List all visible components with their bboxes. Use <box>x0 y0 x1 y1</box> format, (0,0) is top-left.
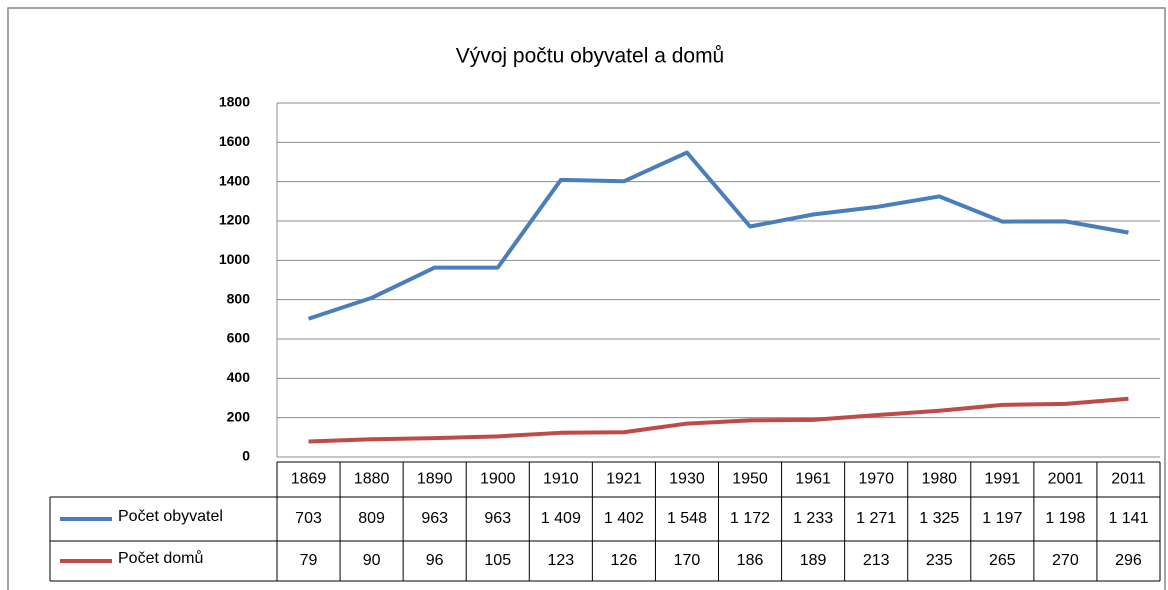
table-value: 170 <box>674 552 701 569</box>
y-tick-label: 1800 <box>219 94 250 110</box>
x-tick-label: 1910 <box>543 471 579 488</box>
x-tick-label: 1991 <box>985 471 1021 488</box>
table-value: 703 <box>295 510 322 527</box>
table-value: 235 <box>926 552 953 569</box>
y-tick-label: 1600 <box>219 133 250 149</box>
y-tick-label: 1200 <box>219 212 250 228</box>
table-value: 96 <box>426 552 444 569</box>
x-tick-label: 2001 <box>1048 471 1084 488</box>
series-line <box>307 150 1129 321</box>
table-value: 963 <box>484 510 511 527</box>
table-value: 189 <box>800 552 827 569</box>
x-tick-label: 1921 <box>606 471 642 488</box>
legend-label: Počet obyvatel <box>118 508 223 525</box>
y-tick-label: 600 <box>227 330 251 346</box>
table-value: 105 <box>484 552 511 569</box>
y-tick-label: 0 <box>242 448 250 464</box>
x-tick-label: 1890 <box>417 471 453 488</box>
x-tick-label: 1950 <box>732 471 768 488</box>
y-tick-label: 200 <box>227 408 251 424</box>
table-value: 1 271 <box>856 510 896 527</box>
x-tick-label: 1900 <box>480 471 516 488</box>
y-tick-label: 800 <box>227 290 251 306</box>
y-tick-label: 1000 <box>219 251 250 267</box>
table-value: 1 548 <box>667 510 707 527</box>
table-value: 1 197 <box>982 510 1022 527</box>
table-value: 1 325 <box>919 510 959 527</box>
chart-title: Vývoj počtu obyvatel a domů <box>456 45 725 68</box>
x-tick-label: 1970 <box>858 471 894 488</box>
table-value: 213 <box>863 552 890 569</box>
table-value: 1 402 <box>604 510 644 527</box>
table-value: 126 <box>611 552 638 569</box>
table-value: 1 198 <box>1045 510 1085 527</box>
table-value: 1 409 <box>541 510 581 527</box>
table-value: 79 <box>300 552 318 569</box>
chart-frame <box>7 7 1166 590</box>
x-tick-label: 1930 <box>669 471 705 488</box>
x-tick-label: 1880 <box>354 471 390 488</box>
table-value: 1 141 <box>1108 510 1148 527</box>
table-value: 1 172 <box>730 510 770 527</box>
x-tick-label: 1961 <box>795 471 831 488</box>
table-value: 809 <box>358 510 385 527</box>
y-tick-label: 1400 <box>219 172 250 188</box>
table-value: 1 233 <box>793 510 833 527</box>
x-tick-label: 1869 <box>291 471 327 488</box>
table-value: 296 <box>1115 552 1142 569</box>
table-value: 265 <box>989 552 1016 569</box>
table-value: 270 <box>1052 552 1079 569</box>
legend-label: Počet domů <box>118 549 203 567</box>
table-value: 186 <box>737 552 764 569</box>
series-line <box>308 396 1129 444</box>
y-tick-label: 400 <box>227 369 251 385</box>
x-tick-label: 1980 <box>921 471 957 488</box>
table-value: 123 <box>547 552 574 569</box>
table-value: 90 <box>363 552 381 569</box>
x-tick-label: 2011 <box>1111 471 1146 488</box>
table-value: 963 <box>421 510 448 527</box>
